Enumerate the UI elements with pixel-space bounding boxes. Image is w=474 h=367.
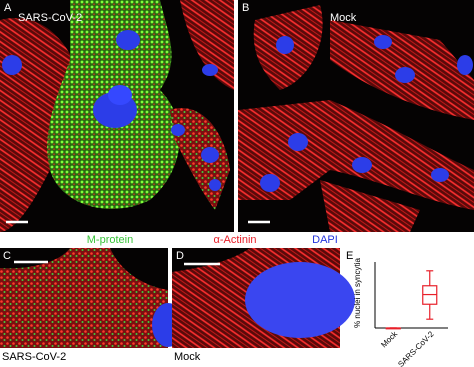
cell	[238, 100, 474, 210]
panel-letter: D	[176, 250, 184, 262]
cell	[0, 18, 80, 232]
nucleus	[288, 133, 308, 151]
nucleus	[202, 64, 218, 76]
panel-d: D Mock	[172, 248, 355, 363]
nucleus	[245, 262, 355, 338]
panel-label: Mock	[330, 12, 357, 24]
panel-letter: E	[346, 250, 353, 262]
y-axis-label: % nuclei in syncytia	[353, 258, 362, 328]
nucleus	[260, 174, 280, 192]
nucleus	[209, 179, 221, 191]
nucleus	[352, 157, 372, 173]
panel-c: C SARS-CoV-2	[0, 248, 184, 363]
nucleus	[374, 35, 392, 49]
nucleus	[116, 30, 140, 50]
panel-letter: A	[4, 2, 12, 14]
legend: M-protein α-Actinin DAPI	[87, 234, 338, 246]
nucleus	[457, 55, 473, 75]
nucleus	[201, 147, 219, 163]
background-region	[172, 248, 250, 272]
nucleus	[276, 36, 294, 54]
cell	[180, 0, 234, 90]
legend-item: M-protein	[87, 234, 133, 246]
panel-caption: Mock	[174, 351, 201, 363]
nucleus	[395, 67, 415, 83]
panel-caption: SARS-CoV-2	[2, 351, 66, 363]
x-tick-label: SARS-CoV-2	[396, 329, 436, 367]
panel-a: A SARS-CoV-2	[0, 0, 234, 232]
nucleus	[108, 85, 132, 105]
panel-letter: C	[3, 250, 11, 262]
panel-label: SARS-CoV-2	[18, 12, 82, 24]
panel-b: B Mock	[238, 0, 474, 232]
x-tick-label: Mock	[379, 329, 400, 350]
nucleus	[171, 124, 185, 136]
legend-item: α-Actinin	[213, 234, 256, 246]
nucleus	[431, 168, 449, 182]
panel-letter: B	[242, 2, 249, 14]
nucleus	[2, 55, 22, 75]
legend-item: DAPI	[312, 234, 338, 246]
cell	[320, 180, 420, 232]
background-region	[110, 248, 168, 290]
